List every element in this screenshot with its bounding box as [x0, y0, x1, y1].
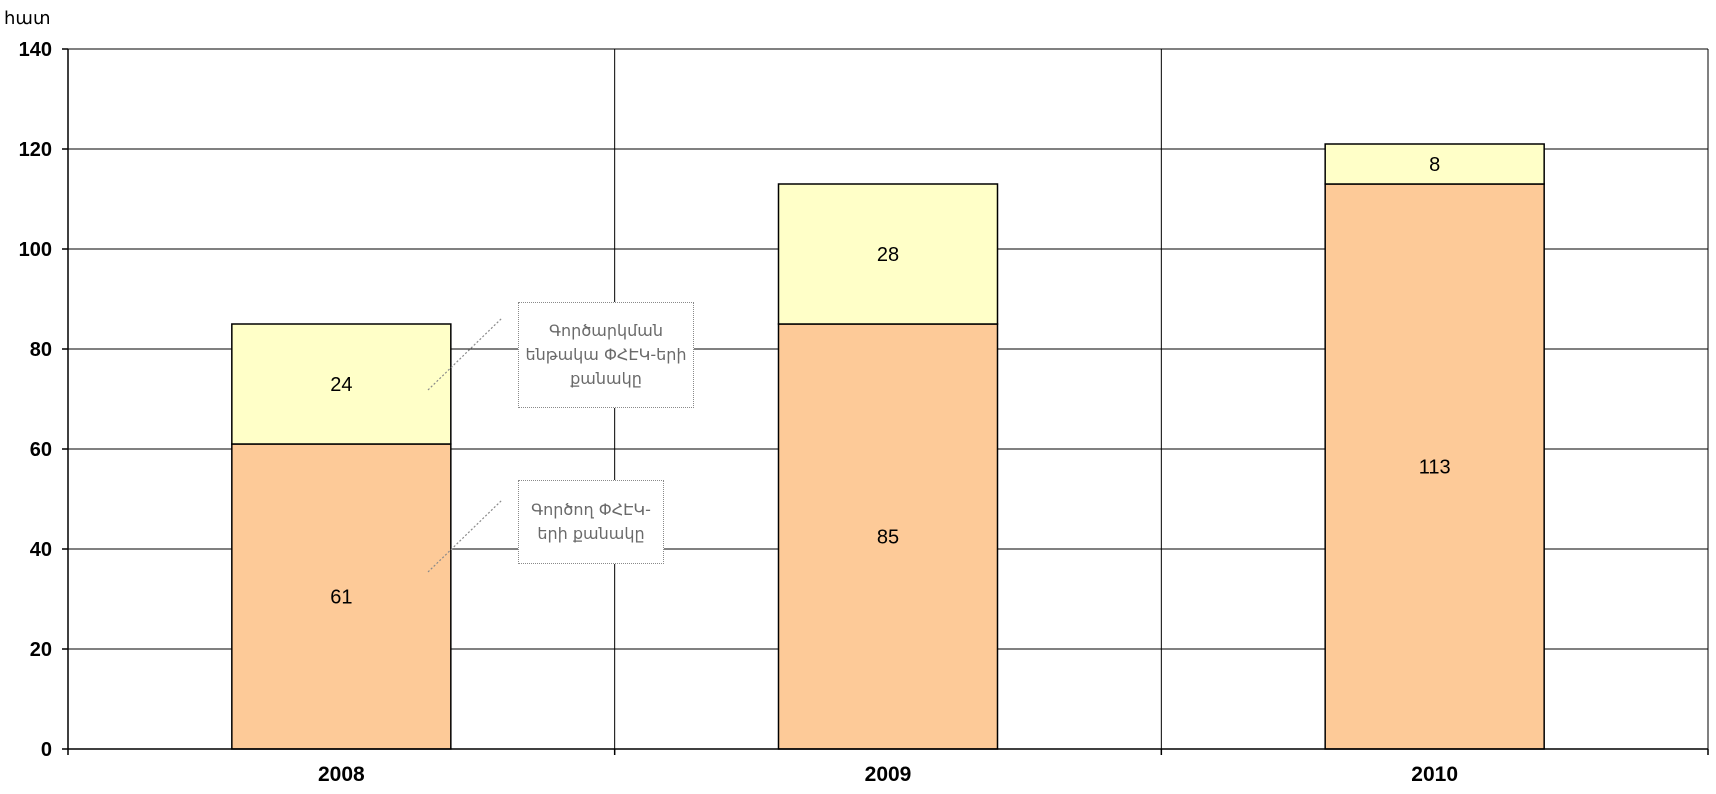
data-label: 28: [877, 244, 899, 266]
callout-leader-operating: [427, 499, 503, 573]
y-axis-unit-label: հատ: [4, 8, 50, 28]
axes: [62, 48, 1709, 755]
y-tick-label: 40: [30, 539, 52, 561]
y-tick-label: 0: [41, 739, 52, 761]
bar-segment: [1324, 143, 1545, 185]
y-tick-label: 20: [30, 639, 52, 661]
callout-leader-upcoming: [427, 317, 503, 391]
data-label: 113: [1419, 457, 1451, 479]
bar-segment: [231, 323, 452, 445]
data-label: 61: [330, 587, 352, 609]
x-tick-label: 2009: [865, 763, 912, 786]
x-tick-label: 2008: [318, 763, 365, 786]
series-callout-upcoming: Գործարկման ենթակա ՓՀԷԿ-երի քանակը: [518, 302, 694, 408]
data-label: 85: [877, 527, 899, 549]
series-callout-operating: Գործող ՓՀԷԿ-երի քանակը: [518, 480, 664, 564]
data-label: 8: [1429, 154, 1440, 176]
tick-labels: 2008 2009 2010 0 20 40 60 80 100 120 140: [19, 39, 1458, 786]
data-labels: 61 24 85 28 113 8: [330, 154, 1450, 609]
y-tick-label: 140: [19, 39, 52, 61]
bar-segment: [777, 183, 999, 325]
bar-segment: [1324, 183, 1545, 750]
bars: [231, 143, 1545, 750]
x-tick-label: 2010: [1411, 763, 1458, 786]
y-tick-label: 120: [19, 139, 52, 161]
y-tick-label: 60: [30, 439, 52, 461]
data-label: 24: [330, 374, 352, 396]
callout-leaders: [427, 317, 503, 573]
y-tick-label: 100: [19, 239, 52, 261]
y-tick-label: 80: [30, 339, 52, 361]
